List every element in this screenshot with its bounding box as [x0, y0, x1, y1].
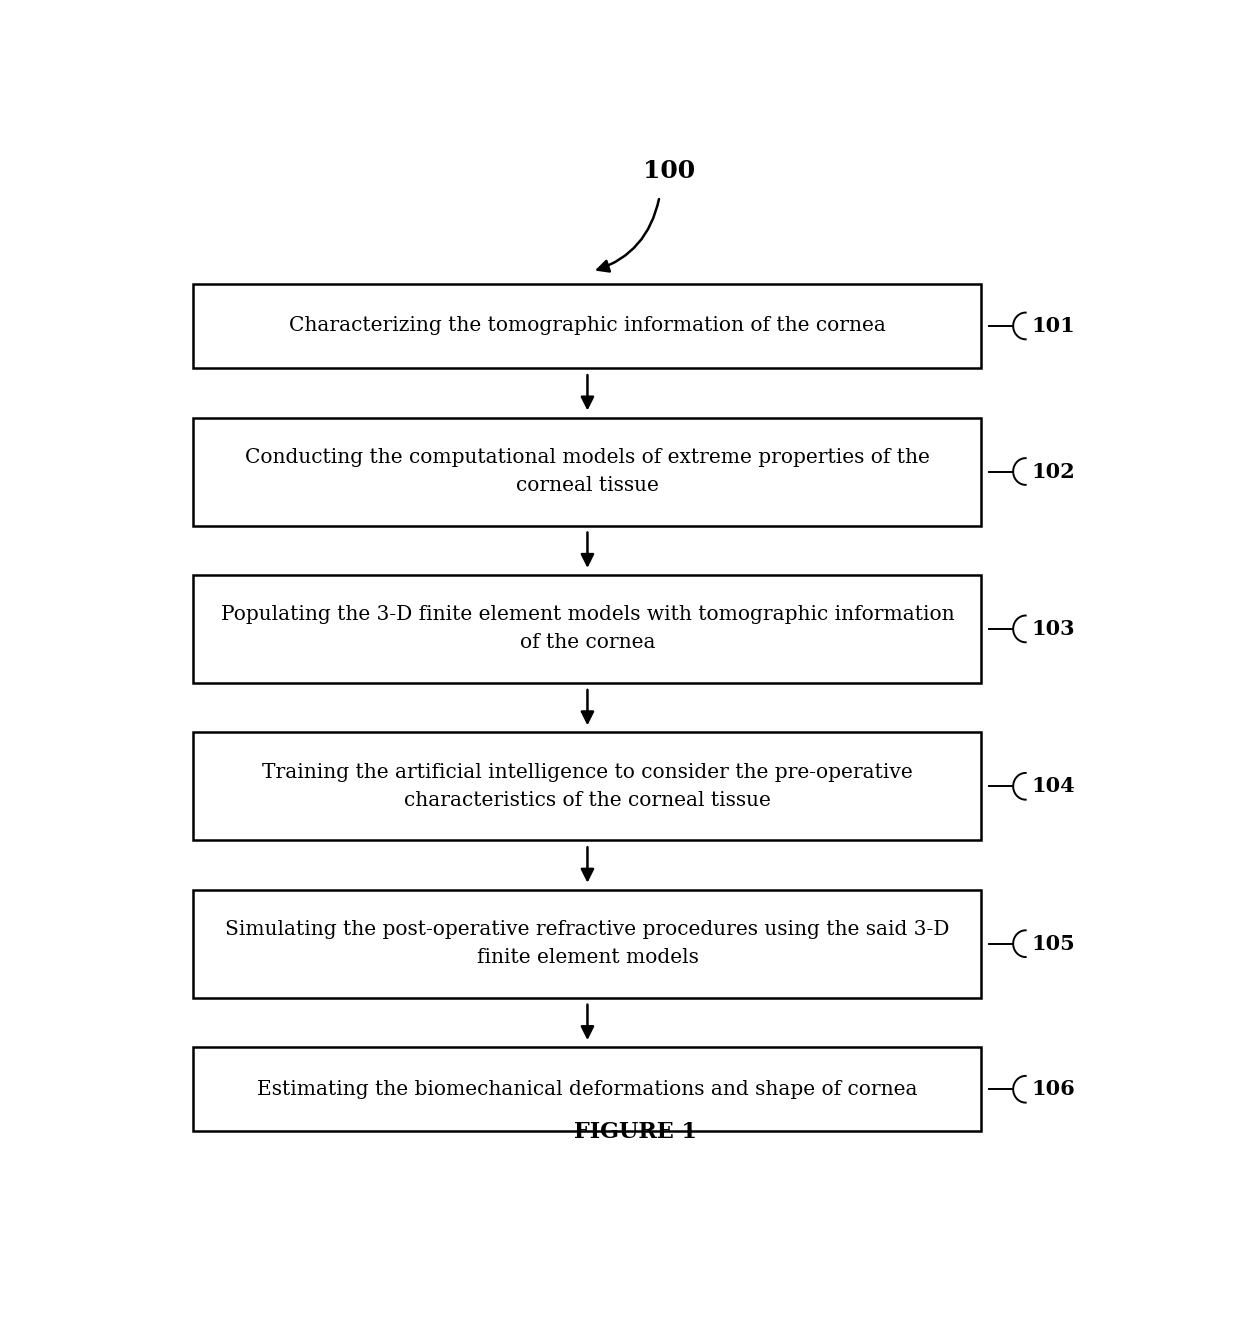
Text: 105: 105 — [1032, 934, 1075, 954]
Bar — [193, 417, 982, 525]
Bar — [193, 574, 982, 683]
Text: 101: 101 — [1032, 315, 1075, 335]
Text: Simulating the post-operative refractive procedures using the said 3-D
finite el: Simulating the post-operative refractive… — [226, 921, 950, 967]
Bar — [193, 890, 982, 998]
Bar — [193, 283, 982, 369]
Text: 102: 102 — [1032, 461, 1075, 481]
Text: 103: 103 — [1032, 619, 1075, 639]
Text: FIGURE 1: FIGURE 1 — [574, 1121, 697, 1144]
Bar — [193, 732, 982, 840]
Text: Training the artificial intelligence to consider the pre-operative
characteristi: Training the artificial intelligence to … — [262, 763, 913, 810]
Text: Conducting the computational models of extreme properties of the
corneal tissue: Conducting the computational models of e… — [246, 448, 930, 496]
Text: Populating the 3-D finite element models with tomographic information
of the cor: Populating the 3-D finite element models… — [221, 605, 955, 652]
Text: 104: 104 — [1032, 776, 1075, 796]
Text: 100: 100 — [644, 159, 696, 183]
Text: 106: 106 — [1032, 1079, 1075, 1100]
FancyArrowPatch shape — [598, 199, 658, 271]
Bar — [193, 1047, 982, 1132]
Text: Characterizing the tomographic information of the cornea: Characterizing the tomographic informati… — [289, 317, 885, 335]
Text: Estimating the biomechanical deformations and shape of cornea: Estimating the biomechanical deformation… — [257, 1079, 918, 1098]
